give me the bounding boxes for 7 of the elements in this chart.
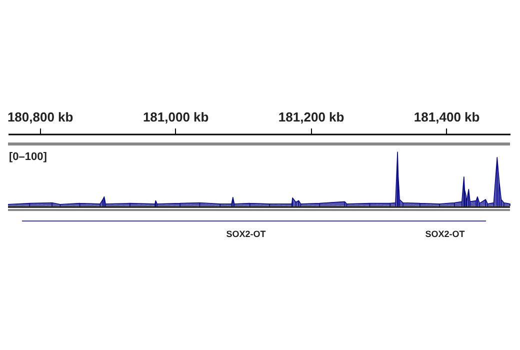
text: SOX2-OT: [226, 229, 266, 239]
text: SOX2-OT: [425, 229, 466, 239]
x-tick-label: 181,200 kb: [278, 110, 344, 124]
x-tick-label: 181,000 kb: [142, 110, 209, 124]
annotation: [0–100]: [9, 151, 48, 163]
x-tick-label: 181,400 kb: [414, 110, 480, 124]
x-tick-label: 180,800 kb: [7, 110, 74, 124]
